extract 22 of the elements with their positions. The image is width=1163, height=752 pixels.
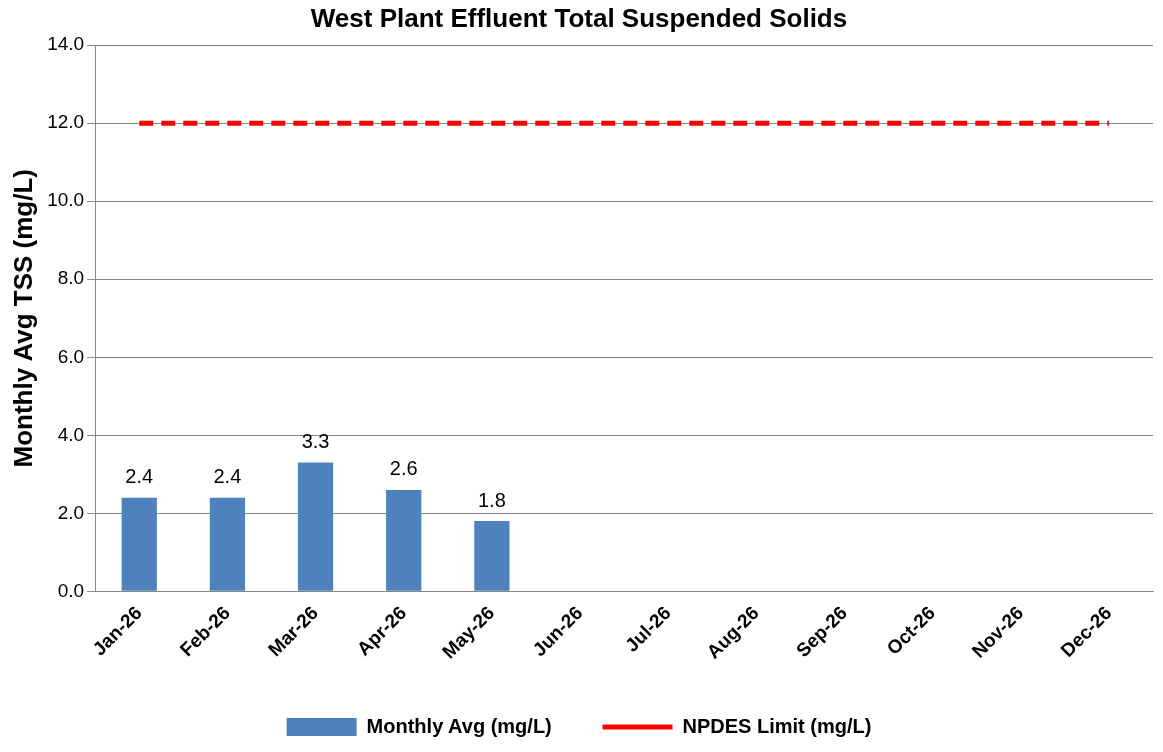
data-label: 3.3 [301,430,330,453]
legend-label: Monthly Avg (mg/L) [366,714,552,737]
bar [209,497,246,591]
bar [297,462,334,591]
legend-label: NPDES Limit (mg/L) [682,714,872,737]
data-label: 2.4 [125,465,154,488]
chart-title: West Plant Effluent Total Suspended Solids [310,2,848,33]
data-label: 1.8 [477,488,506,511]
data-label: 2.6 [389,457,418,480]
bar [474,521,510,591]
y-tick-label: 14.0 [47,33,85,55]
y-tick-label: 4.0 [57,423,85,445]
y-tick-label: 0.0 [57,579,85,601]
bar [386,489,422,591]
y-tick-label: 2.0 [57,501,85,523]
data-label: 2.4 [213,465,242,488]
y-axis-title: Monthly Avg TSS (mg/L) [7,169,38,468]
y-tick-label: 10.0 [47,189,85,211]
y-tick-label: 12.0 [47,111,85,133]
bar [121,497,157,591]
y-tick-label: 6.0 [57,345,85,367]
y-tick-label: 8.0 [57,267,85,289]
